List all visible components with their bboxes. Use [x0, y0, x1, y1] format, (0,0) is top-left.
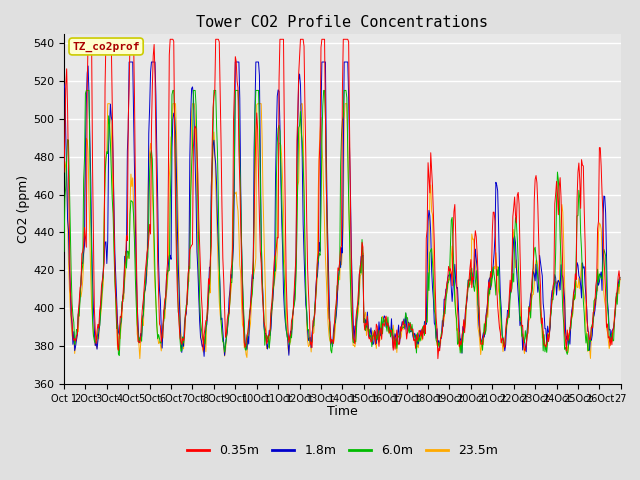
Title: Tower CO2 Profile Concentrations: Tower CO2 Profile Concentrations: [196, 15, 488, 30]
X-axis label: Time: Time: [327, 405, 358, 418]
Text: TZ_co2prof: TZ_co2prof: [72, 41, 140, 51]
Y-axis label: CO2 (ppm): CO2 (ppm): [17, 175, 30, 243]
Legend: 0.35m, 1.8m, 6.0m, 23.5m: 0.35m, 1.8m, 6.0m, 23.5m: [182, 439, 503, 462]
